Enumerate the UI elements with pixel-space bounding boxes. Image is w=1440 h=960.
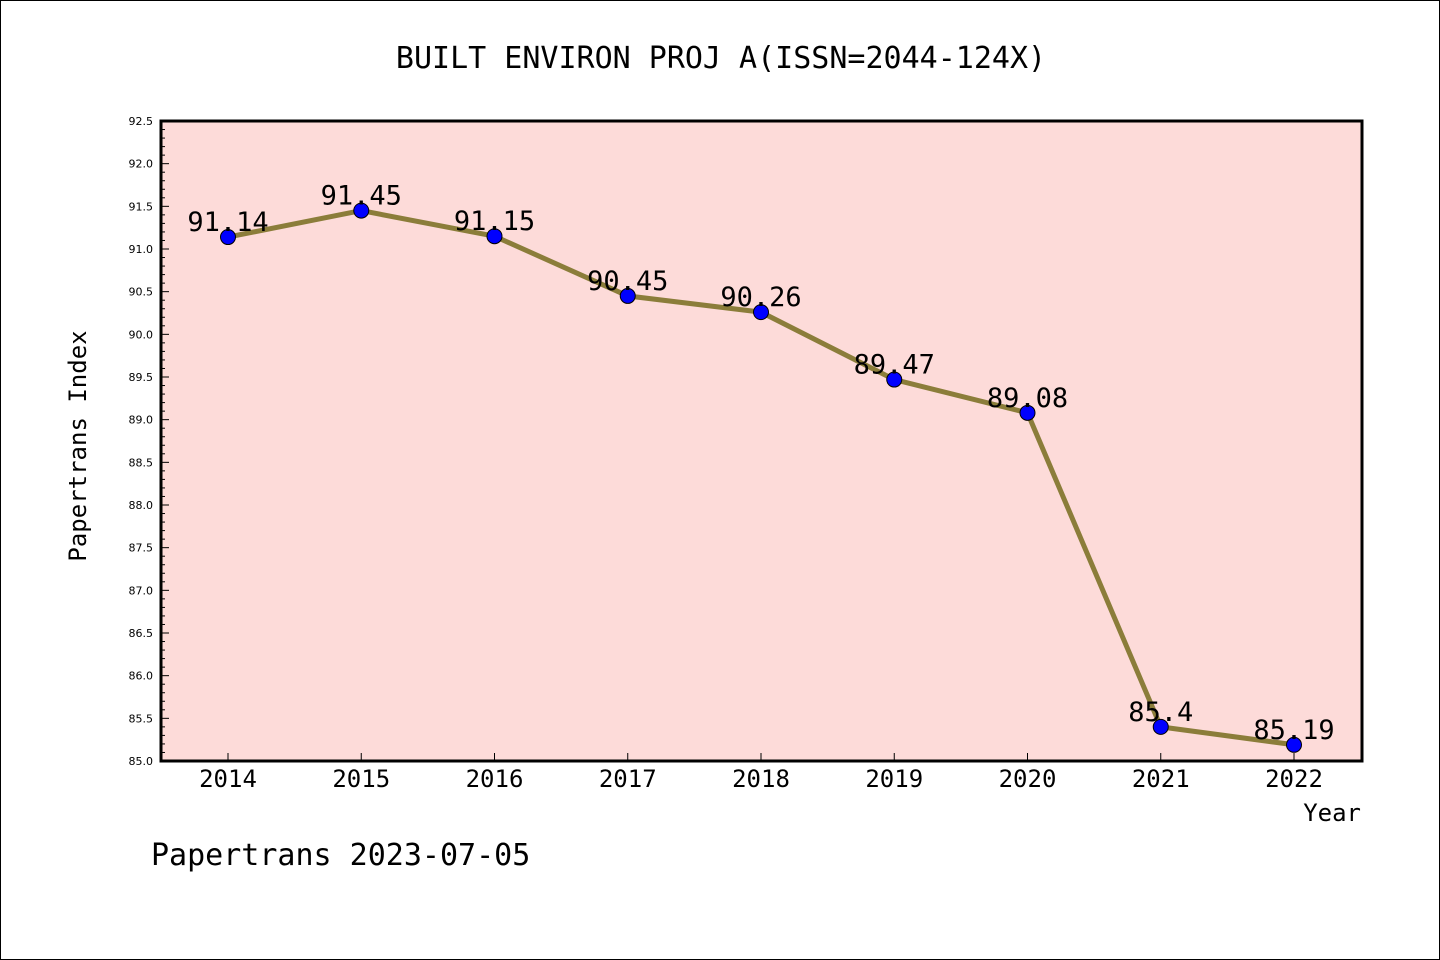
y-tick-label: 88.5 — [129, 456, 154, 469]
y-tick-label: 87.0 — [129, 584, 154, 597]
data-label: 89.47 — [854, 350, 935, 381]
x-axis: 2014 2015 2016 2017 2018 2019 2020 2021 2022 — [199, 753, 1323, 793]
x-tick-label: 2017 — [599, 765, 657, 793]
data-label: 91.45 — [321, 181, 402, 212]
y-tick-label: 87.5 — [129, 542, 154, 555]
data-point — [886, 371, 903, 388]
data-point — [753, 304, 769, 321]
data-label: 85.19 — [1253, 715, 1334, 746]
y-tick-label: 92.0 — [129, 158, 154, 171]
x-tick-label: 2022 — [1265, 765, 1323, 793]
series-line-group — [220, 202, 1302, 753]
y-axis: 85.0 85.5 86.0 86.5 87.0 87.5 88.0 88.5 89.0 89.5… — [129, 115, 169, 768]
chart-title: BUILT ENVIRON PROJ A(ISSN=2044-124X) — [396, 41, 1046, 76]
data-point — [619, 287, 636, 304]
data-point — [220, 229, 236, 246]
data-point — [1019, 404, 1036, 421]
x-tick-label: 2021 — [1132, 765, 1190, 793]
x-axis-label: Year — [1303, 799, 1361, 827]
y-tick-label: 85.0 — [129, 755, 154, 768]
data-label: 89.08 — [987, 383, 1068, 414]
y-tick-label: 85.5 — [129, 712, 154, 725]
x-tick-label: 2018 — [732, 765, 790, 793]
data-label: 90.45 — [587, 266, 668, 297]
y-tick-label: 89.0 — [129, 414, 154, 427]
data-point — [353, 202, 370, 219]
y-tick-label: 88.0 — [129, 499, 154, 512]
y-tick-label: 92.5 — [129, 115, 154, 128]
y-tick-label: 86.0 — [129, 670, 154, 683]
x-tick-label: 2020 — [999, 765, 1057, 793]
x-tick-label: 2015 — [332, 765, 390, 793]
y-tick-label: 89.5 — [129, 371, 154, 384]
y-tick-label: 86.5 — [129, 627, 154, 640]
data-label: 91.14 — [187, 207, 268, 238]
y-tick-label: 90.0 — [129, 328, 154, 341]
data-label-group: 91.14 91.45 91.15 90.45 90.26 89.47 89.08 85.4 8… — [187, 181, 1334, 746]
x-tick-label: 2016 — [466, 765, 524, 793]
data-label: 91.15 — [454, 206, 535, 237]
data-label: 85.4 — [1128, 697, 1193, 728]
data-point — [1286, 736, 1302, 753]
plot-area — [159, 119, 1364, 763]
y-tick-label: 91.5 — [129, 200, 154, 213]
footer-text: Papertrans 2023-07-05 — [151, 838, 530, 873]
y-tick-label: 90.5 — [129, 286, 154, 299]
x-tick-label: 2019 — [865, 765, 923, 793]
data-label: 90.26 — [720, 282, 801, 313]
y-axis-label: Papertrans Index — [64, 330, 92, 561]
x-tick-label: 2014 — [199, 765, 257, 793]
data-point — [1152, 718, 1169, 735]
y-tick-label: 91.0 — [129, 243, 154, 256]
data-point — [486, 228, 503, 245]
